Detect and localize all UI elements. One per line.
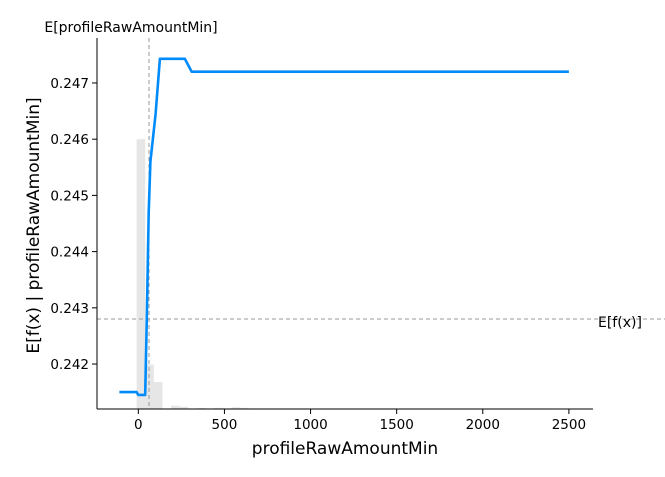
axes	[96, 38, 593, 410]
histogram-layer	[136, 139, 550, 409]
y-tick-label: 0.244	[50, 245, 89, 261]
y-tick-label: 0.245	[50, 188, 89, 204]
series-line	[119, 57, 569, 397]
histogram-bar	[214, 407, 223, 409]
x-tick-label: 0	[134, 417, 143, 433]
y-tick-label: 0.247	[50, 76, 89, 92]
x-tick-label: 1000	[293, 417, 327, 433]
x-tick-label: 2000	[466, 417, 500, 433]
x-tick-label: 2500	[552, 417, 586, 433]
x-tick-label: 500	[212, 417, 238, 433]
histogram-bar	[231, 407, 240, 409]
y-tick-label: 0.246	[50, 132, 89, 148]
histogram-bar	[145, 364, 154, 409]
x-tick-label: 1500	[379, 417, 413, 433]
histogram-bar	[239, 407, 249, 409]
reference-lines	[97, 38, 665, 409]
expected-fx-label: E[f(x)]	[598, 315, 642, 331]
y-tick-label: 0.242	[50, 357, 89, 373]
expected-x-label: E[profileRawAmountMin]	[44, 20, 217, 36]
histogram-bar	[171, 405, 180, 409]
series-layer	[119, 57, 569, 397]
x-ticks: 0 500 1000 1500 2000 2500	[134, 409, 586, 433]
histogram-bar	[179, 406, 189, 409]
histogram-bar	[153, 382, 163, 409]
y-axis-label: E[f(x) | profileRawAmountMin]	[24, 97, 44, 353]
y-tick-label: 0.243	[50, 301, 89, 317]
x-axis-label: profileRawAmountMin	[252, 439, 438, 459]
histogram-bar	[196, 407, 206, 409]
y-ticks: 0.242 0.243 0.244 0.245 0.246 0.247	[50, 76, 97, 373]
histogram-bar	[136, 139, 146, 409]
